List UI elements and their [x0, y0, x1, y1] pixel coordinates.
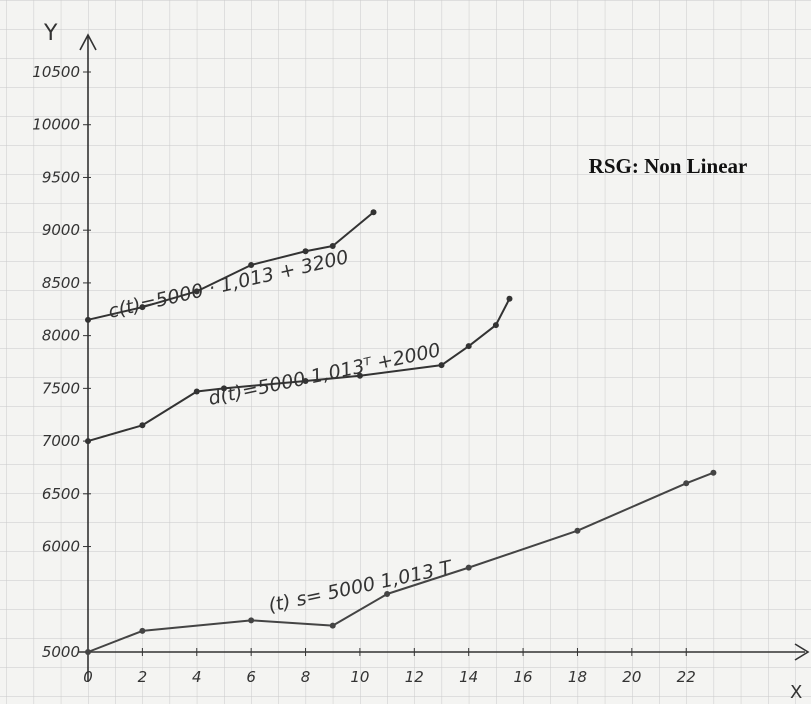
- x-tick-label: 22: [677, 668, 696, 686]
- data-point: [710, 470, 716, 476]
- y-tick-label: 7500: [42, 379, 80, 397]
- data-point: [85, 438, 91, 444]
- data-point: [139, 628, 145, 634]
- y-tick-label: 10000: [32, 116, 80, 134]
- x-tick-label: 4: [192, 668, 202, 686]
- x-tick-label: 8: [301, 668, 311, 686]
- x-tick-label: 0: [83, 668, 93, 686]
- y-tick-label: 6000: [42, 538, 80, 556]
- x-tick-label: 14: [459, 668, 478, 686]
- data-point: [439, 362, 445, 368]
- y-tick-label: 9500: [42, 168, 80, 186]
- data-point: [506, 296, 512, 302]
- data-point: [85, 649, 91, 655]
- y-tick-label: 8000: [42, 327, 80, 345]
- data-point: [248, 617, 254, 623]
- x-tick-label: 10: [350, 668, 369, 686]
- chart-title: RSG: Non Linear: [589, 154, 748, 178]
- x-tick-label: 6: [246, 668, 256, 686]
- data-point: [493, 322, 499, 328]
- y-tick-label: 10500: [32, 63, 80, 81]
- x-tick-label: 20: [622, 668, 641, 686]
- data-point: [303, 248, 309, 254]
- y-tick-label: 5000: [42, 643, 80, 661]
- x-axis-label: X: [790, 682, 802, 703]
- y-axis-label: Y: [43, 21, 58, 46]
- x-tick-label: 2: [138, 668, 148, 686]
- y-tick-label: 6500: [42, 485, 80, 503]
- y-tick-label: 9000: [42, 221, 80, 239]
- x-tick-label: 16: [514, 668, 533, 686]
- y-tick-label: 8500: [42, 274, 80, 292]
- x-tick-label: 18: [568, 668, 587, 686]
- data-point: [194, 389, 200, 395]
- x-tick-label: 12: [405, 668, 424, 686]
- y-tick-label: 7000: [42, 432, 80, 450]
- data-point: [466, 565, 472, 571]
- data-point: [139, 422, 145, 428]
- data-point: [466, 343, 472, 349]
- data-point: [683, 480, 689, 486]
- chart: 5000 6000 6500 7000 7500 8000 8500 9000 9500 1000…: [0, 0, 811, 704]
- data-point: [371, 209, 377, 215]
- data-point: [330, 623, 336, 629]
- data-point: [574, 528, 580, 534]
- data-point: [85, 317, 91, 323]
